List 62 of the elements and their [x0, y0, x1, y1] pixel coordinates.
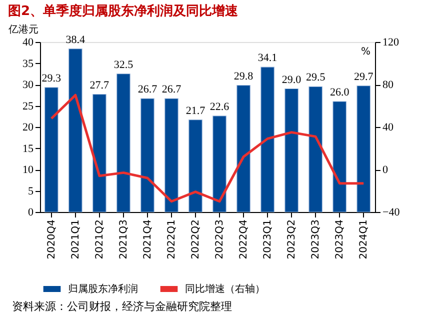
x-tick-label: 2022Q1 — [166, 220, 178, 260]
y2-axis-title: % — [360, 46, 370, 58]
y-tick-label: 25 — [22, 100, 34, 112]
y2-tick-label: 80 — [382, 79, 394, 91]
y2-tick-label: 40 — [382, 122, 394, 134]
x-tick-label: 2023Q2 — [286, 220, 298, 260]
bar — [284, 88, 298, 212]
x-tick-label: 2022Q4 — [238, 220, 250, 260]
data-label: 29.5 — [306, 72, 326, 84]
data-label: 26.7 — [138, 84, 158, 96]
bar — [44, 87, 58, 212]
data-label: 22.6 — [210, 100, 230, 113]
bar — [92, 94, 106, 212]
data-label: 29.3 — [42, 72, 62, 84]
legend-label: 归属股东净利润 — [68, 283, 138, 295]
y-tick-label: 30 — [22, 79, 34, 91]
y-tick-label: 10 — [22, 164, 34, 176]
y-tick-label: 5 — [28, 185, 34, 198]
y-tick-label: 35 — [22, 58, 34, 70]
x-tick-label: 2022Q3 — [214, 220, 226, 260]
text: 资料来源：公司财报，经济与金融研究院整理 — [12, 300, 232, 313]
bar — [236, 85, 250, 212]
bar — [260, 66, 274, 212]
bar — [308, 86, 322, 212]
y2-tick-label: 0 — [382, 164, 388, 176]
x-tick-label: 2022Q2 — [190, 220, 202, 260]
data-label: 26.7 — [162, 84, 182, 96]
y-axis-title: 亿港元 — [8, 24, 38, 36]
data-label: 29.0 — [282, 74, 302, 86]
bar — [68, 48, 82, 212]
y-tick-label: 0 — [28, 206, 34, 218]
bar — [116, 74, 130, 212]
y2-tick-label: 120 — [382, 36, 400, 48]
x-tick-label: 2023Q4 — [334, 220, 346, 260]
bar — [356, 85, 370, 212]
x-tick-label: 2021Q4 — [142, 220, 154, 260]
x-tick-label: 2020Q4 — [46, 220, 58, 260]
bar — [212, 116, 226, 212]
chart-title: 图2、单季度归属股东净利润及同比增速 — [8, 3, 240, 19]
data-label: 32.5 — [114, 58, 134, 71]
bar — [332, 101, 346, 212]
data-label: 21.7 — [186, 104, 206, 117]
bar — [188, 119, 202, 212]
data-label: 38.4 — [66, 34, 86, 46]
data-label: 29.8 — [234, 70, 254, 82]
x-tick-label: 2021Q2 — [94, 220, 106, 260]
legend-label: 同比增速（右轴） — [185, 283, 265, 295]
y-tick-label: 20 — [22, 122, 34, 134]
data-label: 27.7 — [90, 79, 110, 92]
x-tick-label: 2021Q3 — [118, 220, 130, 260]
x-tick-label: 2023Q1 — [262, 220, 274, 260]
x-tick-label: 2024Q1 — [358, 220, 370, 260]
y-tick-label: 15 — [22, 142, 34, 155]
y-tick-label: 40 — [22, 36, 34, 48]
data-label: 26.0 — [330, 86, 350, 98]
bar — [140, 98, 154, 212]
bar — [164, 98, 178, 212]
data-label: 29.7 — [354, 70, 374, 83]
data-label: 34.1 — [258, 52, 278, 64]
x-tick-label: 2021Q1 — [70, 220, 82, 260]
x-tick-label: 2023Q3 — [310, 220, 322, 260]
y2-tick-label: −40 — [382, 206, 400, 218]
